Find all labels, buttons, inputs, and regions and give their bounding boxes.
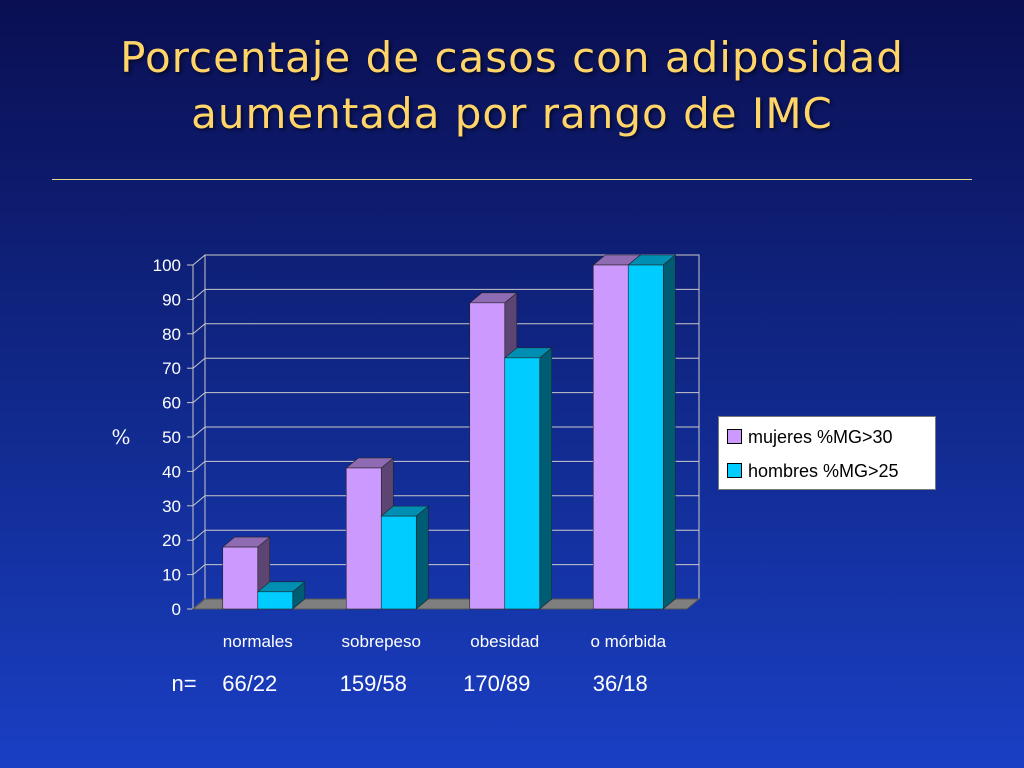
bar-side [415, 505, 429, 610]
y-tick-label: 20 [162, 531, 181, 550]
bar [504, 357, 541, 610]
gridline-slant [192, 289, 206, 300]
y-tick-label: 60 [162, 394, 181, 413]
gridline-slant [192, 461, 206, 472]
slide-title: Porcentaje de casos con adiposidad aumen… [0, 30, 1024, 142]
y-axis-label: % [111, 425, 130, 449]
gridline-slant [192, 495, 206, 507]
y-tick-label: 40 [162, 462, 181, 481]
gridline-slant [192, 529, 206, 541]
y-tick-label: 50 [162, 428, 181, 447]
bar [627, 264, 664, 610]
y-tick-label: 70 [162, 359, 181, 378]
n-count-label: 170/89 [463, 671, 530, 696]
y-tick-label: 30 [162, 497, 181, 516]
x-category-label: obesidad [470, 632, 539, 651]
n-count-label: 159/58 [340, 671, 407, 696]
title-divider [52, 179, 972, 180]
x-category-label: o mórbida [590, 632, 666, 651]
n-count-label: 66/22 [222, 671, 277, 696]
y-tick-label: 80 [162, 325, 181, 344]
chart-legend: mujeres %MG>30 hombres %MG>25 [718, 416, 936, 490]
legend-swatch-mujeres [727, 428, 742, 444]
title-line-1: Porcentaje de casos con adiposidad [120, 33, 904, 82]
bar [380, 515, 417, 610]
bar [469, 302, 506, 610]
n-count-label: 36/18 [593, 671, 648, 696]
gridline-slant [192, 564, 206, 575]
title-line-2: aumentada por rango de IMC [191, 89, 833, 138]
x-category-label: sobrepeso [342, 632, 421, 651]
legend-label-hombres: hombres %MG>25 [748, 461, 899, 481]
y-tick-label: 100 [153, 256, 181, 275]
bar [257, 591, 294, 610]
legend-swatch-hombres [727, 462, 742, 478]
y-tick-label: 0 [172, 600, 181, 619]
legend-item-hombres: hombres %MG>25 [727, 461, 899, 481]
bar-side [662, 254, 676, 610]
n-prefix-label: n= [171, 671, 196, 696]
legend-item-mujeres: mujeres %MG>30 [727, 427, 893, 447]
y-tick-label: 90 [162, 290, 181, 309]
gridline-slant [192, 323, 206, 335]
gridline-slant [192, 426, 206, 438]
y-tick-label: 10 [162, 566, 181, 585]
bar [592, 264, 629, 610]
x-category-label: normales [223, 632, 293, 651]
bar [345, 467, 382, 610]
legend-label-mujeres: mujeres %MG>30 [748, 427, 893, 447]
bar [222, 546, 259, 610]
gridline-slant [192, 392, 206, 403]
gridline-slant [192, 357, 206, 369]
gridline-slant [192, 254, 206, 266]
bar-side [539, 347, 553, 610]
